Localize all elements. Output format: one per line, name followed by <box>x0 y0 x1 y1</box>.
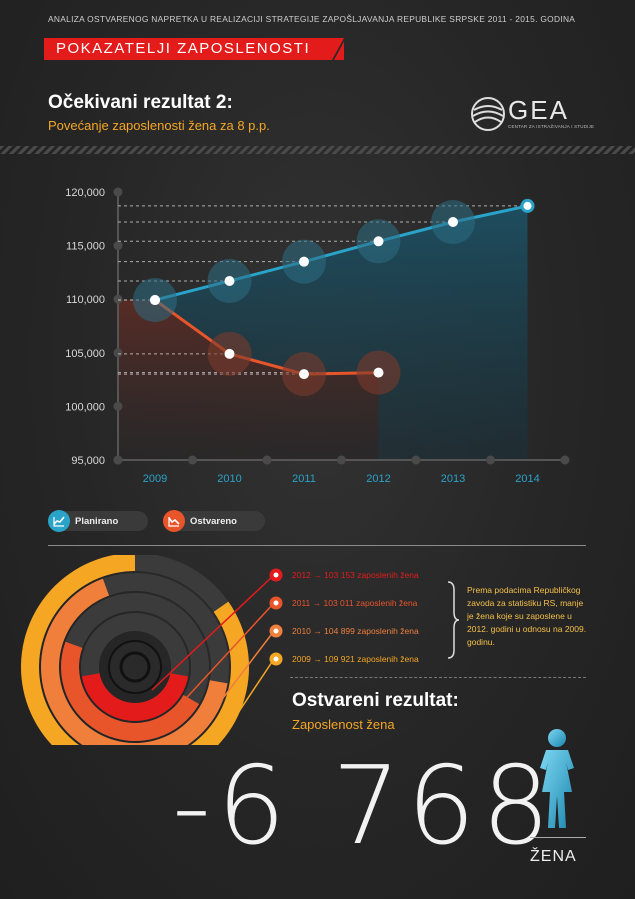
planned-point <box>523 201 532 210</box>
y-tick-dot <box>113 187 123 197</box>
result-subtitle: Zaposlenost žena <box>292 717 395 732</box>
x-tick-label: 2011 <box>292 473 316 485</box>
actual-point <box>299 369 309 380</box>
banner-background <box>44 38 344 60</box>
ring-arc <box>60 641 200 742</box>
x-tick-label: 2012 <box>366 473 390 485</box>
logo-tagline: CENTAR ZA ISTRAŽIVANJA I STUDIJE <box>508 124 595 129</box>
ring-core-inner <box>119 651 151 683</box>
callout-line <box>151 574 275 691</box>
x-tick-dot <box>188 455 197 465</box>
ring-year: 2010 <box>292 626 311 636</box>
x-tick-dot <box>560 455 570 465</box>
callout-marker-dot <box>273 656 279 662</box>
planned-point <box>224 275 235 286</box>
dotted-separator <box>290 677 586 678</box>
ring-callouts <box>151 568 283 732</box>
ring-core <box>108 640 162 694</box>
result-unit: ŽENA <box>530 848 577 865</box>
actual-chart-icon <box>163 510 185 532</box>
section-subtitle: Povećanje zaposlenosti žena za 8 p.p. <box>48 118 270 133</box>
planned-point <box>448 217 458 228</box>
actual-line <box>154 298 379 376</box>
result-title: Ostvareni rezultat: <box>292 690 459 711</box>
y-tick-label: 105,000 <box>65 348 105 360</box>
ring-year: 2011 <box>292 598 311 608</box>
x-tick-dot <box>113 455 123 465</box>
y-tick-label: 110,000 <box>66 294 105 306</box>
ring-text: → 103 153 zaposlenih žena <box>313 570 419 580</box>
ring-arc <box>81 673 189 721</box>
planned-point <box>373 236 384 247</box>
x-tick-label: 2010 <box>217 473 241 485</box>
ring-text: → 103 011 zaposlenih žena <box>312 598 418 608</box>
ring-item-2012: 2012 → 103 153 zaposlenih žena <box>292 570 419 580</box>
x-tick-label: 2013 <box>441 473 465 485</box>
legend-actual-label: Ostvareno <box>190 516 237 527</box>
callout-marker-dot <box>273 628 279 634</box>
actual-point <box>224 348 235 359</box>
ring-year: 2009 <box>292 654 311 664</box>
ring-item-2011: 2011 → 103 011 zaposlenih žena <box>292 598 417 608</box>
ring-text: → 109 921 zaposlenih žena <box>313 654 419 664</box>
logo-name: GEA <box>508 95 569 125</box>
actual-point <box>150 295 160 306</box>
report-heading: ANALIZA OSTVARENOG NAPRETKA U REALIZACIJ… <box>48 14 576 24</box>
legend-planned <box>48 511 148 531</box>
planned-chart-icon <box>48 510 70 532</box>
callout-marker-dot <box>273 572 279 578</box>
callout-line <box>177 602 275 708</box>
section-divider <box>48 545 586 546</box>
callout-marker-dot <box>273 600 279 606</box>
legend-actual <box>163 511 265 531</box>
y-tick-label: 120,000 <box>65 187 105 199</box>
x-tick-dot <box>486 455 495 465</box>
ring-arc <box>21 555 249 745</box>
section-title: Očekivani rezultat 2: <box>48 92 233 113</box>
actual-point <box>373 367 384 378</box>
x-tick-dot <box>411 455 421 465</box>
woman-figure-icon <box>540 729 574 828</box>
gea-globe-icon <box>471 97 505 131</box>
result-value: -6 768 <box>172 744 557 869</box>
y-tick-label: 95,000 <box>71 455 105 467</box>
planned-point <box>299 256 309 267</box>
banner-title: POKAZATELJI ZAPOSLENOSTI <box>56 40 311 57</box>
y-tick-dot <box>113 241 123 251</box>
employment-line-chart: 95,000 100,000 105,000 110,000 115,000 120,00… <box>65 187 570 485</box>
x-tick-label: 2014 <box>515 473 539 485</box>
callout-line <box>225 658 275 732</box>
ring-item-2009: 2009 → 109 921 zaposlenih žena <box>292 654 419 664</box>
ring-text: → 104 899 zaposlenih žena <box>313 626 419 636</box>
y-tick-dot <box>113 401 123 411</box>
y-tick-dot <box>113 348 123 358</box>
x-tick-label: 2009 <box>143 473 167 485</box>
x-tick-dot <box>337 455 346 465</box>
statistics-note: Prema podacima Republičkog zavoda za sta… <box>467 585 587 647</box>
note-brace <box>447 581 460 659</box>
legend-planned-label: Planirano <box>75 516 119 527</box>
y-tick-dot <box>113 294 123 304</box>
y-tick-label: 100,000 <box>65 401 105 413</box>
ring-item-2010: 2010 → 104 899 zaposlenih žena <box>292 626 419 636</box>
x-tick-dot <box>262 455 272 465</box>
unit-underline <box>530 837 586 838</box>
ring-year: 2012 <box>292 570 311 580</box>
y-tick-label: 115,000 <box>66 241 105 253</box>
callout-line <box>203 630 275 724</box>
hatch-divider <box>0 146 635 154</box>
rings-chart <box>21 555 249 745</box>
actual-area <box>118 300 379 460</box>
